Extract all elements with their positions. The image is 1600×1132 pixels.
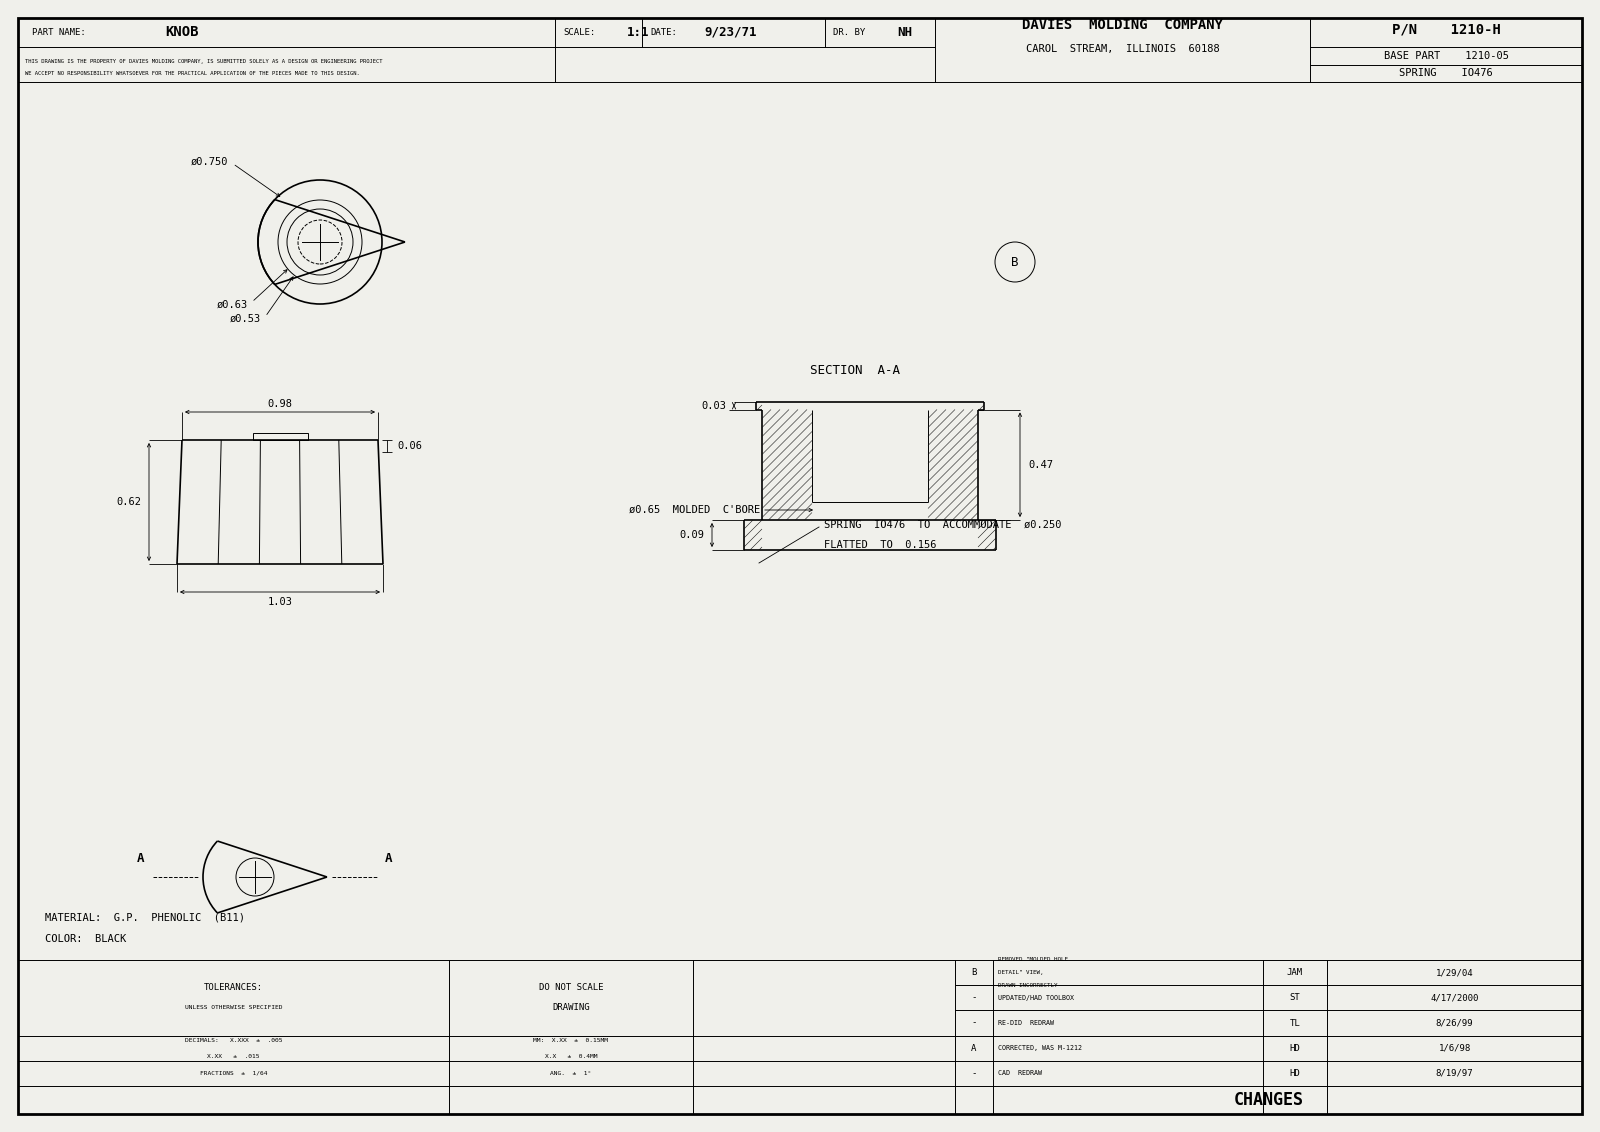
Text: DO NOT SCALE: DO NOT SCALE	[539, 984, 603, 993]
Text: 0.06: 0.06	[397, 441, 422, 451]
Text: 0.98: 0.98	[267, 398, 293, 409]
Text: DAVIES  MOLDING  COMPANY: DAVIES MOLDING COMPANY	[1022, 18, 1222, 32]
Text: FLATTED  TO  0.156: FLATTED TO 0.156	[824, 540, 936, 550]
Text: WE ACCEPT NO RESPONSIBILITY WHATSOEVER FOR THE PRACTICAL APPLICATION OF THE PIEC: WE ACCEPT NO RESPONSIBILITY WHATSOEVER F…	[26, 71, 360, 77]
Text: SCALE:: SCALE:	[563, 27, 595, 36]
Text: ST: ST	[1290, 993, 1301, 1002]
Text: 1:1: 1:1	[627, 26, 650, 38]
Text: DRAWN INCORRECTLY: DRAWN INCORRECTLY	[998, 983, 1058, 988]
Text: 0.03: 0.03	[701, 401, 726, 411]
Text: TOLERANCES:: TOLERANCES:	[203, 984, 262, 993]
Text: 8/19/97: 8/19/97	[1435, 1069, 1474, 1078]
Text: SECTION  A-A: SECTION A-A	[810, 363, 901, 377]
Text: 1/29/04: 1/29/04	[1435, 968, 1474, 977]
Text: THIS DRAWING IS THE PROPERTY OF DAVIES MOLDING COMPANY, IS SUBMITTED SOLELY AS A: THIS DRAWING IS THE PROPERTY OF DAVIES M…	[26, 59, 382, 65]
Text: CAD  REDRAW: CAD REDRAW	[998, 1071, 1042, 1077]
Text: JAM: JAM	[1286, 968, 1302, 977]
Text: HD: HD	[1290, 1069, 1301, 1078]
Text: P/N    1210-H: P/N 1210-H	[1392, 23, 1501, 36]
Text: UPDATED/HAD TOOLBOX: UPDATED/HAD TOOLBOX	[998, 995, 1074, 1001]
Text: ø0.65  MOLDED  C'BORE: ø0.65 MOLDED C'BORE	[629, 505, 760, 515]
Bar	[253, 434, 307, 440]
Text: DECIMALS:   X.XXX  ±  .005: DECIMALS: X.XXX ± .005	[184, 1038, 282, 1043]
Text: X.XX   ±  .015: X.XX ± .015	[208, 1054, 259, 1058]
Text: MATERIAL:  G.P.  PHENOLIC  (B11): MATERIAL: G.P. PHENOLIC (B11)	[45, 912, 245, 921]
Text: 0.47: 0.47	[1027, 460, 1053, 470]
Text: RE-DID  REDRAW: RE-DID REDRAW	[998, 1020, 1054, 1026]
Text: -: -	[971, 993, 976, 1002]
Text: ø0.63: ø0.63	[216, 299, 248, 309]
Text: A: A	[386, 852, 392, 866]
Bar	[18, 18, 1582, 82]
Text: BASE PART    1210-05: BASE PART 1210-05	[1384, 51, 1509, 61]
Text: REMOVED "MOLDED HOLE: REMOVED "MOLDED HOLE	[998, 957, 1069, 962]
Text: DR. BY: DR. BY	[834, 27, 866, 36]
Text: 0.09: 0.09	[678, 530, 704, 540]
Text: A: A	[971, 1044, 976, 1053]
Text: -: -	[971, 1069, 976, 1078]
Text: NH: NH	[898, 26, 912, 38]
Text: SPRING    IO476: SPRING IO476	[1398, 68, 1493, 78]
Text: TL: TL	[1290, 1019, 1301, 1028]
Text: DRAWING: DRAWING	[552, 1003, 590, 1012]
Text: FRACTIONS  ±  1/64: FRACTIONS ± 1/64	[200, 1071, 267, 1075]
Text: 8/26/99: 8/26/99	[1435, 1019, 1474, 1028]
Text: ø0.53: ø0.53	[230, 314, 261, 324]
Text: X.X   ±  0.4MM: X.X ± 0.4MM	[544, 1054, 597, 1058]
Text: SPRING  IO476  TO  ACCOMMODATE  ø0.250: SPRING IO476 TO ACCOMMODATE ø0.250	[824, 520, 1061, 530]
Text: KNOB: KNOB	[165, 25, 198, 40]
Text: CORRECTED, WAS M-1212: CORRECTED, WAS M-1212	[998, 1045, 1082, 1052]
Text: A: A	[138, 852, 144, 866]
Text: 1/6/98: 1/6/98	[1438, 1044, 1470, 1053]
Text: CAROL  STREAM,  ILLINOIS  60188: CAROL STREAM, ILLINOIS 60188	[1026, 44, 1219, 54]
Text: ANG.  ±  1°: ANG. ± 1°	[550, 1071, 592, 1075]
Text: 9/23/71: 9/23/71	[704, 26, 757, 38]
Text: -: -	[971, 1019, 976, 1028]
Text: HD: HD	[1290, 1044, 1301, 1053]
Text: DATE:: DATE:	[650, 27, 677, 36]
Text: CHANGES: CHANGES	[1234, 1091, 1304, 1109]
Text: B: B	[1011, 256, 1019, 268]
Text: COLOR:  BLACK: COLOR: BLACK	[45, 934, 126, 944]
Text: UNLESS OTHERWISE SPECIFIED: UNLESS OTHERWISE SPECIFIED	[184, 1005, 282, 1010]
Text: 4/17/2000: 4/17/2000	[1430, 993, 1478, 1002]
Text: 1.03: 1.03	[267, 597, 293, 607]
Text: B: B	[971, 968, 976, 977]
Text: ø0.750: ø0.750	[190, 156, 227, 166]
Text: MM:  X.XX  ±  0.15MM: MM: X.XX ± 0.15MM	[533, 1038, 608, 1043]
Text: PART NAME:: PART NAME:	[32, 27, 86, 36]
Text: 0.62: 0.62	[115, 497, 141, 507]
Text: DETAIL" VIEW,: DETAIL" VIEW,	[998, 970, 1043, 975]
